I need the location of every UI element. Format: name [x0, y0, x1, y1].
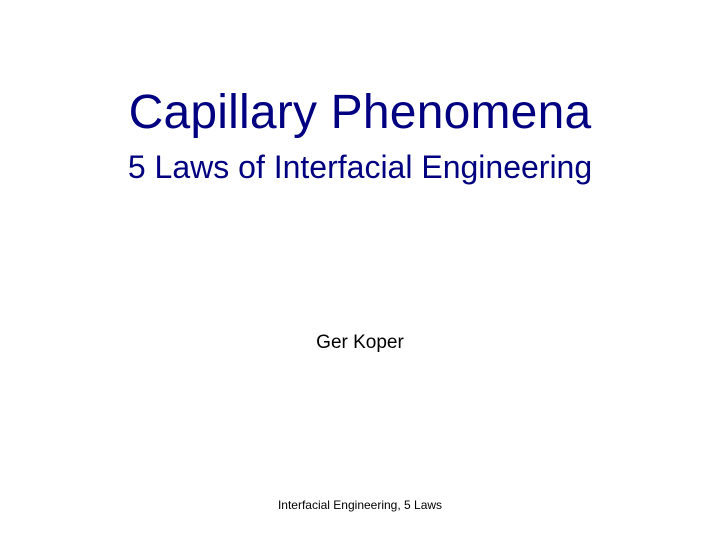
slide-author: Ger Koper [0, 332, 720, 354]
slide-title: Capillary Phenomena [0, 88, 720, 138]
slide: Capillary Phenomena 5 Laws of Interfacia… [0, 0, 720, 540]
slide-footer: Interfacial Engineering, 5 Laws [0, 498, 720, 512]
slide-subtitle: 5 Laws of Interfacial Engineering [0, 150, 720, 185]
